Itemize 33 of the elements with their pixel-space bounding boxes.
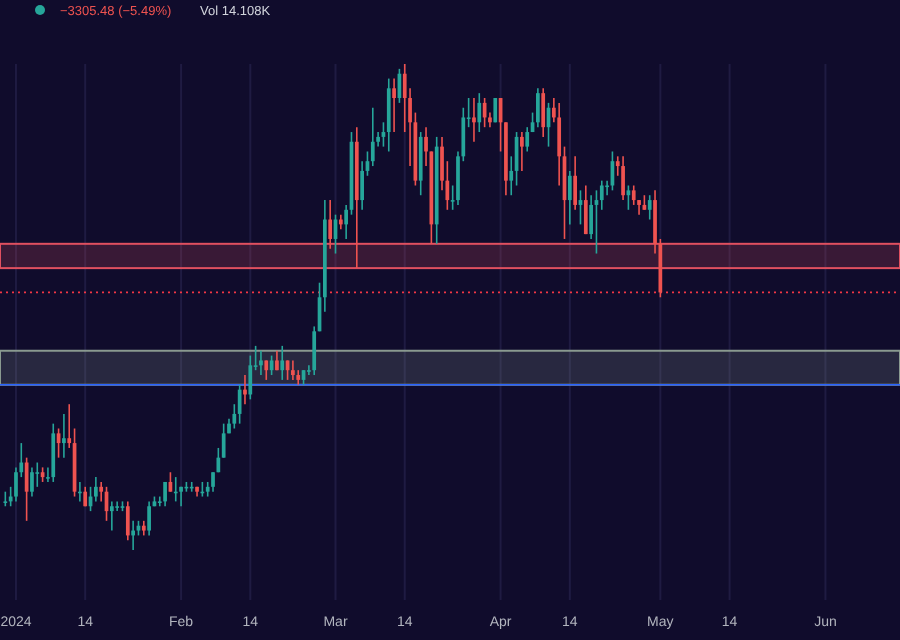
candlestick <box>328 199 333 250</box>
candlestick <box>30 466 34 498</box>
candlestick <box>418 131 423 197</box>
candlestick <box>163 481 167 508</box>
candlestick <box>541 87 546 138</box>
candlestick <box>259 349 263 376</box>
candlestick <box>211 471 215 493</box>
candlestick <box>573 155 578 211</box>
candlestick <box>525 126 530 153</box>
candlestick <box>567 170 572 226</box>
candlestick <box>280 345 285 381</box>
candlestick <box>109 500 114 532</box>
candlestick <box>472 97 476 143</box>
candlestick <box>147 500 151 537</box>
candlestick <box>237 383 242 425</box>
candlestick <box>392 77 396 133</box>
candlestick <box>264 359 269 381</box>
candlestick <box>125 500 130 542</box>
candlestick <box>520 131 524 172</box>
candlestick <box>477 92 482 133</box>
candlestick <box>536 87 540 128</box>
candlestick <box>93 476 98 503</box>
candlestick <box>647 194 652 221</box>
candlestick <box>583 184 588 235</box>
candlestick <box>493 97 498 124</box>
candlestick <box>51 422 56 483</box>
candlestick <box>621 155 625 201</box>
candlestick <box>248 354 253 401</box>
candlestick <box>221 422 226 459</box>
candlestick <box>386 77 391 153</box>
candlestick <box>631 184 636 206</box>
candlestick <box>291 359 295 381</box>
candlestick <box>62 413 66 459</box>
